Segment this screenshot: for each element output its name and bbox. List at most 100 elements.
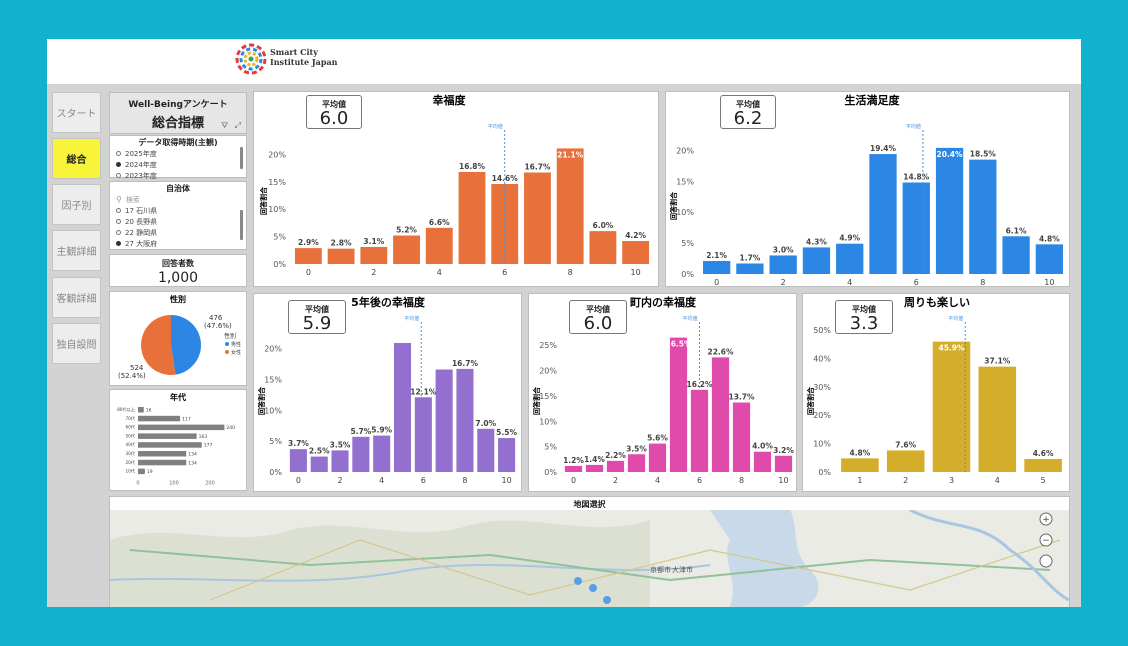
bar[interactable]	[352, 436, 370, 472]
slicer-option[interactable]: 17 石川県	[116, 205, 246, 216]
bar[interactable]	[711, 357, 730, 472]
pie-slice[interactable]	[171, 315, 201, 375]
age-category-label: 60代	[125, 424, 135, 431]
bar[interactable]	[606, 460, 625, 472]
zoom-in-button[interactable]	[1039, 512, 1053, 526]
zoom-out-button[interactable]	[1039, 533, 1053, 547]
bar[interactable]	[669, 337, 688, 472]
bar[interactable]	[836, 243, 864, 274]
map-marker[interactable]	[589, 584, 597, 592]
age-bar[interactable]	[138, 415, 181, 422]
y-tick-label: 10%	[676, 208, 694, 217]
map-marker[interactable]	[603, 596, 611, 604]
radio-button[interactable]	[116, 151, 121, 156]
bar[interactable]	[393, 235, 420, 264]
bar[interactable]	[491, 184, 519, 264]
nav-item-3[interactable]: 主観詳細	[52, 230, 101, 271]
radio-button[interactable]	[116, 219, 121, 224]
bar[interactable]	[1024, 458, 1062, 472]
bar[interactable]	[869, 154, 897, 274]
bar[interactable]	[456, 368, 474, 472]
bar[interactable]	[589, 231, 617, 264]
map-marker[interactable]	[574, 577, 582, 585]
slicer-option[interactable]: 2025年度	[116, 148, 246, 159]
slicer-option[interactable]: 2024年度	[116, 159, 246, 170]
map-view[interactable]: 京都市 大津市 + −	[110, 510, 1069, 607]
bar[interactable]	[902, 182, 930, 274]
bar[interactable]	[373, 435, 391, 472]
average-value: 6.0	[319, 108, 349, 129]
slicer-option[interactable]: 22 静岡県	[116, 227, 246, 238]
nav-item-4[interactable]: 客観詳細	[52, 277, 101, 318]
nav-item-0[interactable]: スタート	[52, 92, 101, 133]
bar[interactable]	[622, 240, 650, 264]
bar[interactable]	[886, 450, 925, 472]
nav-item-1[interactable]: 総合	[52, 138, 101, 179]
radio-button[interactable]	[116, 241, 121, 246]
age-bar[interactable]	[138, 442, 202, 448]
bar[interactable]	[753, 451, 772, 472]
radio-button[interactable]	[116, 208, 121, 213]
bar[interactable]	[841, 458, 879, 472]
bar[interactable]	[425, 227, 453, 264]
bar[interactable]	[498, 438, 516, 472]
bar[interactable]	[702, 261, 731, 274]
bar[interactable]	[360, 247, 388, 264]
age-bar[interactable]	[138, 424, 225, 431]
bar[interactable]	[556, 148, 584, 264]
filter-icon[interactable]: ⛛	[221, 121, 228, 130]
bar[interactable]	[477, 428, 495, 472]
slicer-option[interactable]: 20 長野県	[116, 216, 246, 227]
locate-button[interactable]	[1039, 554, 1053, 568]
bar[interactable]	[310, 456, 328, 472]
average-box: 平均値 3.3	[835, 300, 893, 334]
search-input[interactable]: ⚲ 検索	[116, 194, 246, 205]
bar[interactable]	[393, 342, 412, 472]
age-bar[interactable]	[138, 407, 144, 413]
bar[interactable]	[1002, 236, 1030, 274]
slicer-option[interactable]: 2023年度	[116, 170, 246, 181]
bar[interactable]	[289, 449, 307, 472]
age-bar[interactable]	[138, 468, 145, 475]
bar[interactable]	[732, 402, 751, 472]
nav-item-2[interactable]: 因子別	[52, 184, 101, 225]
bar[interactable]	[627, 454, 646, 472]
bar[interactable]	[736, 263, 764, 274]
bar[interactable]	[414, 397, 432, 472]
x-tick-label: 0	[136, 480, 139, 486]
bar[interactable]	[435, 369, 453, 472]
bar[interactable]	[294, 248, 322, 264]
pie-slice[interactable]	[140, 315, 176, 375]
data-label: 1.2%	[563, 456, 584, 465]
gender-title: 性別	[170, 294, 186, 304]
slicer-option[interactable]: 27 大阪府	[116, 238, 246, 249]
bar[interactable]	[774, 455, 793, 472]
bar[interactable]	[769, 255, 797, 274]
radio-button[interactable]	[116, 162, 121, 167]
age-value-label: 163	[199, 434, 208, 440]
bar[interactable]	[564, 465, 583, 472]
radio-button[interactable]	[116, 230, 121, 235]
bar[interactable]	[802, 247, 831, 274]
bar[interactable]	[524, 172, 551, 264]
bar[interactable]	[969, 159, 997, 274]
y-axis-label: 回答割合	[669, 191, 678, 220]
bar[interactable]	[932, 341, 971, 472]
scrollbar[interactable]	[240, 210, 243, 240]
age-bar[interactable]	[138, 433, 197, 439]
nav-item-5[interactable]: 独自設問	[52, 323, 101, 364]
bar[interactable]	[1035, 244, 1064, 274]
age-bar[interactable]	[138, 451, 187, 457]
x-tick-label: 0	[714, 278, 719, 286]
bar[interactable]	[935, 147, 964, 274]
bar[interactable]	[648, 443, 667, 472]
expand-icon[interactable]: ⤢	[234, 121, 241, 130]
bar[interactable]	[458, 171, 486, 264]
radio-button[interactable]	[116, 173, 121, 178]
scrollbar[interactable]	[240, 147, 243, 169]
bar[interactable]	[978, 366, 1017, 472]
bar[interactable]	[327, 248, 355, 264]
bar[interactable]	[331, 450, 349, 472]
age-bar[interactable]	[138, 459, 187, 466]
bar[interactable]	[585, 464, 604, 472]
